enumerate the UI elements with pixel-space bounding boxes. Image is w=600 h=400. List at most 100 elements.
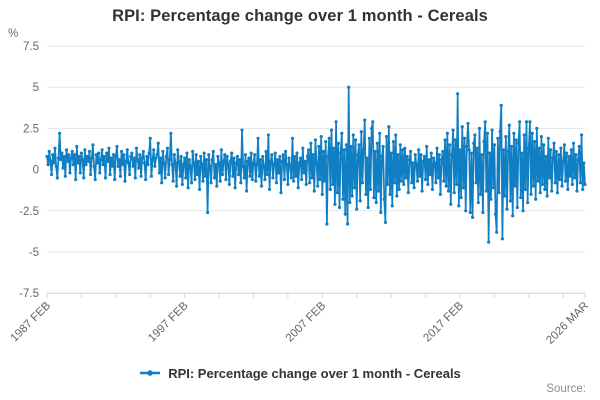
series-point[interactable] <box>562 143 566 147</box>
series-point[interactable] <box>277 171 281 175</box>
series-point[interactable] <box>76 161 80 165</box>
series-point[interactable] <box>75 144 79 149</box>
series-point[interactable] <box>224 177 228 182</box>
series-point[interactable] <box>453 138 457 142</box>
series-point[interactable] <box>70 149 74 154</box>
series-point[interactable] <box>473 133 477 137</box>
series-point[interactable] <box>162 161 166 165</box>
series-point[interactable] <box>180 182 184 187</box>
series-point[interactable] <box>248 174 252 178</box>
series-point[interactable] <box>313 138 318 142</box>
series-point[interactable] <box>328 187 332 191</box>
series-point[interactable] <box>423 177 428 182</box>
series-point[interactable] <box>272 163 276 167</box>
series-point[interactable] <box>489 197 493 201</box>
series-point[interactable] <box>536 179 540 183</box>
series-point[interactable] <box>452 191 456 195</box>
series-point[interactable] <box>193 177 197 182</box>
series-point[interactable] <box>139 174 143 178</box>
series-point[interactable] <box>189 181 194 185</box>
series-point[interactable] <box>105 151 109 155</box>
series-point[interactable] <box>543 187 547 191</box>
series-point[interactable] <box>514 138 518 142</box>
series-point[interactable] <box>222 159 226 163</box>
series-point[interactable] <box>219 148 223 152</box>
series-point[interactable] <box>99 158 103 162</box>
series-point[interactable] <box>508 199 513 203</box>
series-point[interactable] <box>504 135 508 139</box>
series-point[interactable] <box>67 153 71 157</box>
series-point[interactable] <box>275 158 280 162</box>
series-point[interactable] <box>555 191 560 195</box>
series-point[interactable] <box>441 149 445 154</box>
series-point[interactable] <box>366 205 370 210</box>
series-point[interactable] <box>579 133 584 137</box>
series-point[interactable] <box>318 177 322 182</box>
series-point[interactable] <box>87 149 92 154</box>
series-point[interactable] <box>550 189 554 193</box>
series-point[interactable] <box>431 156 436 160</box>
series-point[interactable] <box>250 177 254 182</box>
series-point[interactable] <box>247 156 251 160</box>
series-point[interactable] <box>134 146 139 150</box>
series-point[interactable] <box>285 163 289 167</box>
series-point[interactable] <box>54 164 58 168</box>
series-point[interactable] <box>234 161 238 165</box>
series-point[interactable] <box>305 154 309 159</box>
series-point[interactable] <box>465 144 469 149</box>
series-point[interactable] <box>379 210 383 215</box>
series-point[interactable] <box>467 148 471 152</box>
series-point[interactable] <box>317 144 321 149</box>
series-point[interactable] <box>412 186 416 190</box>
series-point[interactable] <box>428 172 432 177</box>
series-point[interactable] <box>235 154 240 159</box>
series-point[interactable] <box>119 149 124 154</box>
series-point[interactable] <box>310 176 314 180</box>
series-point[interactable] <box>290 136 295 140</box>
series-point[interactable] <box>263 177 267 182</box>
series-point[interactable] <box>232 156 236 160</box>
series-point[interactable] <box>303 159 307 163</box>
series-point[interactable] <box>540 182 545 187</box>
series-point[interactable] <box>420 189 424 193</box>
series-point[interactable] <box>293 154 297 159</box>
series-point[interactable] <box>121 163 125 167</box>
series-point[interactable] <box>583 182 587 187</box>
series-point[interactable] <box>265 172 269 177</box>
series-point[interactable] <box>433 161 437 165</box>
series-point[interactable] <box>356 153 360 157</box>
series-point[interactable] <box>46 163 50 167</box>
series-point[interactable] <box>581 187 585 191</box>
series-point[interactable] <box>72 153 77 157</box>
series-point[interactable] <box>186 186 190 190</box>
series-point[interactable] <box>422 154 426 159</box>
series-point[interactable] <box>436 176 440 180</box>
series-point[interactable] <box>215 184 219 188</box>
series-point[interactable] <box>95 161 100 165</box>
series-point[interactable] <box>394 133 398 137</box>
series-point[interactable] <box>102 154 106 159</box>
series-point[interactable] <box>516 141 521 145</box>
series-point[interactable] <box>289 176 293 180</box>
series-point[interactable] <box>210 158 214 162</box>
series-point[interactable] <box>249 151 253 155</box>
series-point[interactable] <box>483 120 487 124</box>
series-point[interactable] <box>358 199 362 203</box>
legend-item[interactable]: RPI: Percentage change over 1 month - Ce… <box>0 363 600 383</box>
series-point[interactable] <box>306 148 311 152</box>
series-point[interactable] <box>246 159 250 163</box>
series-point[interactable] <box>302 171 306 175</box>
series-point[interactable] <box>113 177 117 182</box>
series-point[interactable] <box>55 176 59 180</box>
series-point[interactable] <box>469 151 474 155</box>
series-point[interactable] <box>384 135 389 139</box>
series-point[interactable] <box>161 149 165 154</box>
series-point[interactable] <box>374 200 378 205</box>
series-point[interactable] <box>287 156 291 160</box>
series-point[interactable] <box>256 136 260 140</box>
series-point[interactable] <box>314 161 319 165</box>
series-point[interactable] <box>344 143 348 147</box>
series-point[interactable] <box>187 158 191 162</box>
series-point[interactable] <box>100 148 104 152</box>
series-point[interactable] <box>93 177 97 182</box>
